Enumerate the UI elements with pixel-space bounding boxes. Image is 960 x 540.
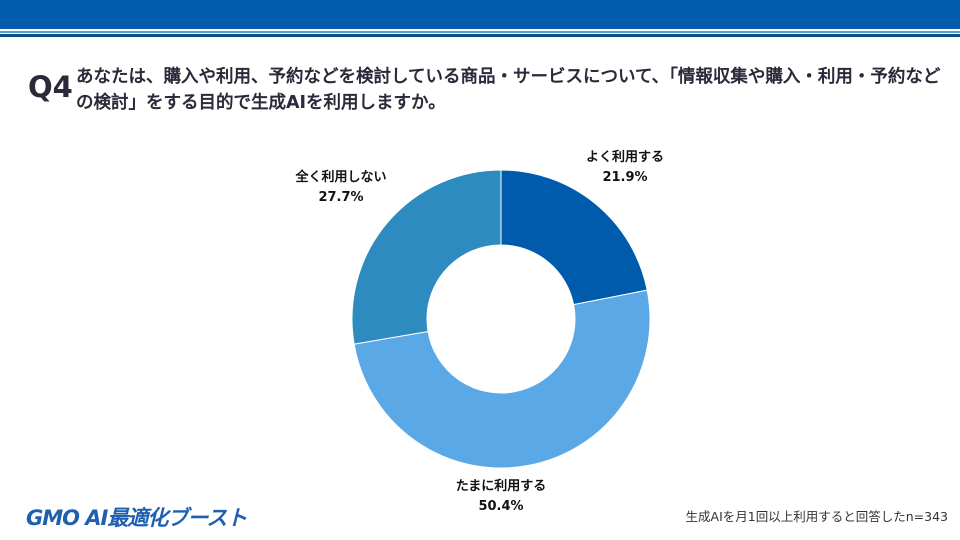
slice-value: 27.7% xyxy=(318,190,364,205)
label-slice-1: たまに利用する 50.4% xyxy=(436,477,566,517)
slice-label: 全く利用しない xyxy=(295,170,387,185)
label-slice-0: よく利用する 21.9% xyxy=(560,148,690,188)
slice-1 xyxy=(353,289,651,469)
slice-2 xyxy=(351,169,502,345)
header-bar xyxy=(0,0,960,29)
slice-value: 50.4% xyxy=(478,499,524,514)
header-divider xyxy=(0,31,960,33)
label-slice-2: 全く利用しない 27.7% xyxy=(276,168,406,208)
slice-value: 21.9% xyxy=(602,170,648,185)
sample-note: 生成AIを月1回以上利用すると回答したn=343 xyxy=(685,509,948,524)
slice-0 xyxy=(500,169,648,306)
question-number: Q4 xyxy=(28,70,73,104)
slice-label: よく利用する xyxy=(585,150,664,165)
gmo-logo: GMO AI最適化ブースト xyxy=(26,506,247,530)
header-divider-dark xyxy=(0,34,960,37)
question-text: あなたは、購入や利用、予約などを検討している商品・サービスについて、「情報収集や… xyxy=(76,67,941,113)
slice-label: たまに利用する xyxy=(455,479,547,494)
